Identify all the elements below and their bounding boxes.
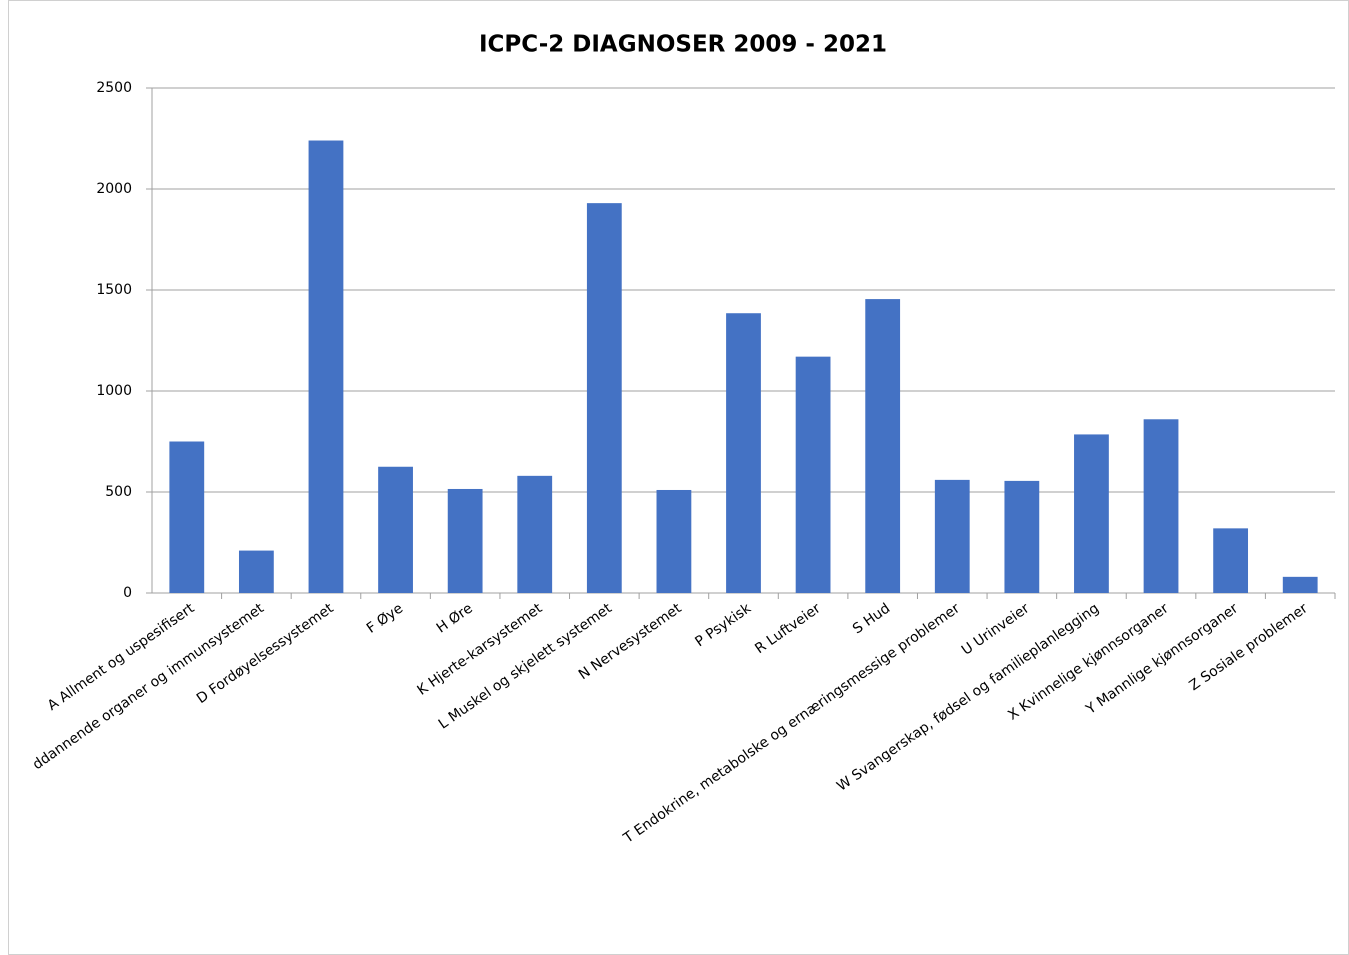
bar — [1074, 434, 1109, 593]
y-tick-label: 1000 — [96, 383, 132, 399]
y-tick-label: 2500 — [96, 80, 132, 96]
bar — [1282, 576, 1318, 593]
y-tick-label: 0 — [123, 585, 132, 601]
bar — [865, 299, 901, 593]
chart-title: ICPC-2 DIAGNOSER 2009 - 2021 — [479, 32, 887, 58]
chart-frame — [8, 0, 1349, 955]
bar — [726, 313, 761, 593]
bar — [1143, 419, 1179, 593]
bar — [656, 489, 692, 593]
bar — [517, 475, 553, 593]
bar — [238, 550, 274, 593]
bar — [1213, 528, 1249, 593]
bar — [378, 466, 413, 593]
bar — [795, 356, 831, 593]
y-tick-label: 2000 — [96, 181, 132, 197]
y-tick-label: 1500 — [96, 282, 132, 298]
bar — [934, 479, 970, 593]
bar — [586, 203, 622, 593]
bar — [169, 441, 205, 593]
bar — [1004, 480, 1040, 593]
bar — [447, 488, 483, 593]
bar — [308, 140, 344, 593]
y-tick-label: 500 — [105, 484, 132, 500]
